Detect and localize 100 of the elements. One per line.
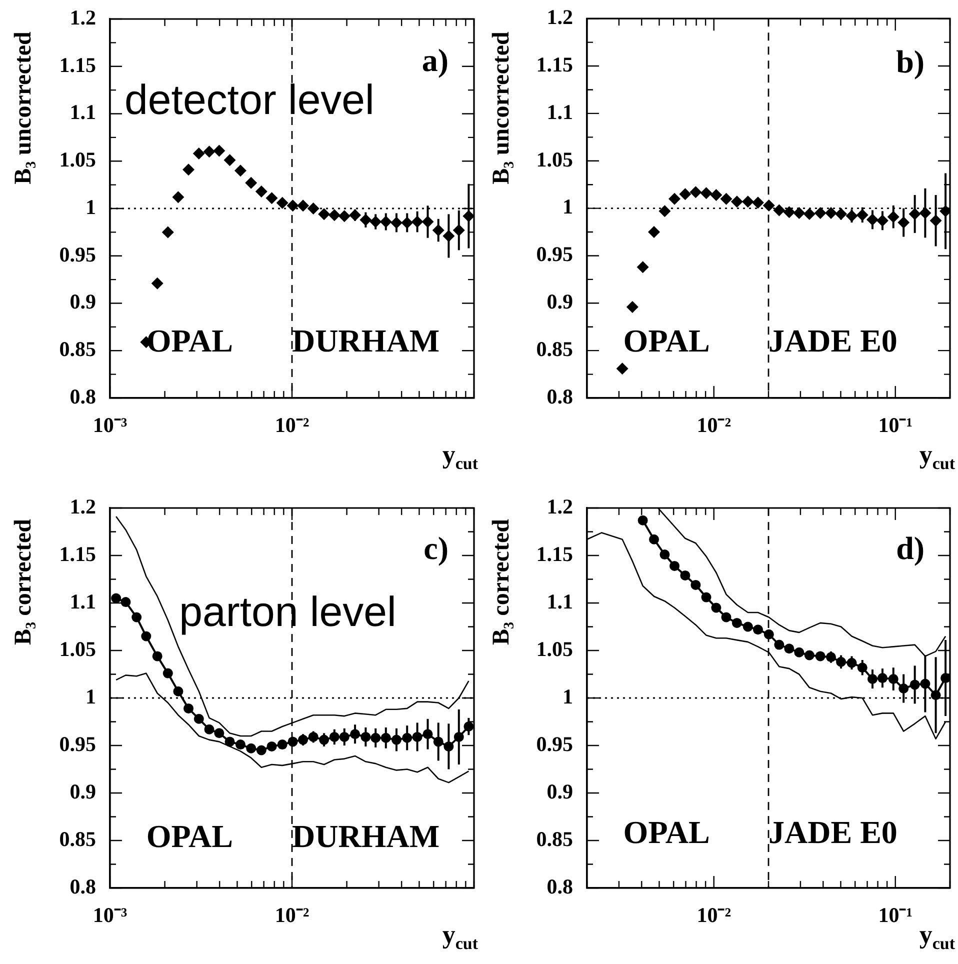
annotation: detector level [124,76,374,123]
point [152,651,162,662]
annotation: OPAL [146,322,233,358]
y-tick-label: 1.05 [59,636,96,661]
y-tick-label: 0.85 [536,336,573,361]
y-tick-label: 1.2 [546,5,573,30]
y-tick-label: 0.9 [546,779,573,804]
point [286,200,299,212]
point [297,200,310,212]
y-tick-label: 1 [86,194,96,219]
y-tick-label: 1.05 [536,147,573,172]
y-tick-label: 1 [86,684,96,708]
point [732,618,742,628]
y-tick-label: 1.15 [59,542,96,566]
y-tick-label: 0.95 [536,242,573,266]
annotation: a) [422,42,449,78]
point [636,261,649,274]
y-axis-title: B₃ uncorrected [488,32,516,184]
point [235,740,246,750]
point [700,187,712,200]
y-tick-label: 1 [562,194,573,219]
point [773,204,786,216]
annotation: parton level [179,588,396,635]
point [213,144,226,157]
point [648,226,660,238]
x-tick-label: 10⁻¹ [878,413,913,438]
point [256,745,266,756]
x-tick-label: 10⁻³ [92,903,128,928]
x-axis-title: y$_{cut}$ [919,440,955,474]
point [690,580,701,590]
point [658,205,671,218]
y-tick-label: 1.05 [536,636,573,661]
point [192,148,205,160]
point [204,724,214,734]
point [162,668,173,678]
y-axis-title: B₃ corrected [10,518,38,646]
point [649,534,660,544]
annotation: c) [424,530,449,566]
point [120,597,131,608]
y-tick-label: 0.95 [59,242,96,266]
y-tick-label: 0.8 [70,384,96,408]
y-axis-title: B₃ uncorrected [10,32,38,184]
y-tick-label: 1.1 [70,100,96,124]
y-tick-label: 1 [562,684,573,708]
x-tick-label: 10⁻² [696,413,732,438]
point [276,196,288,209]
y-tick-label: 1.05 [59,148,96,172]
point [111,593,122,604]
point [318,208,330,220]
x-tick-label: 10⁻³ [92,413,128,438]
point [307,202,320,214]
point [224,736,235,747]
point [720,192,732,205]
y-tick-label: 1.15 [59,52,96,77]
x-axis-title: y$_{cut}$ [442,920,478,954]
annotation: OPAL [623,322,710,359]
point [752,196,764,209]
y-tick-label: 1.1 [546,100,573,124]
point [182,164,195,176]
annotation: JADE E0 [768,322,898,359]
point [214,728,224,738]
y-tick-label: 1.2 [70,494,96,518]
x-axis-title: y$_{cut}$ [919,920,955,954]
point [132,612,142,622]
point [141,631,152,642]
y-tick-label: 1.1 [70,589,96,614]
x-tick-label: 10⁻¹ [878,903,913,928]
point [266,741,277,752]
annotation: OPAL [146,818,233,854]
annotation: DURHAM [292,818,440,854]
y-tick-label: 1.1 [546,589,573,614]
y-tick-label: 1.15 [536,52,573,76]
point [762,199,775,212]
y-tick-label: 1.2 [70,5,96,30]
point [224,154,236,166]
point [711,602,722,613]
y-tick-label: 0.85 [536,826,573,851]
point [701,592,712,602]
point [680,570,690,580]
point [679,188,692,200]
point [690,186,702,198]
point [203,146,216,158]
y-tick-label: 0.95 [536,732,573,756]
y-tick-label: 0.9 [546,290,573,314]
point [668,192,681,205]
point [234,164,246,177]
annotation: b) [896,43,925,80]
point [730,196,743,208]
y-tick-label: 1.2 [546,494,573,518]
y-tick-label: 0.9 [70,779,96,804]
y-tick-label: 0.85 [59,826,96,851]
y-tick-label: 0.95 [59,732,96,756]
x-tick-label: 10⁻² [274,903,310,928]
point [764,629,774,640]
point [638,515,648,526]
y-axis-title: B₃ corrected [488,518,516,646]
y-tick-label: 0.85 [59,337,96,362]
point [710,189,722,202]
point [184,703,194,714]
point [246,743,256,754]
